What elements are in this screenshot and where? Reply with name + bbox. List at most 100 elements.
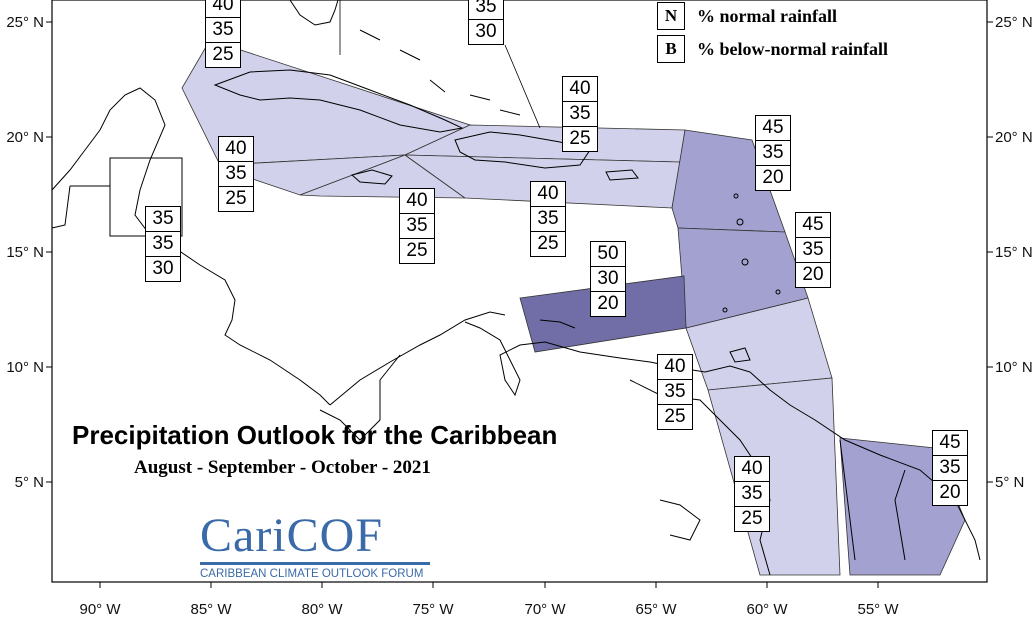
lon-label: 75° W xyxy=(412,601,454,618)
coast-colombia-west xyxy=(319,354,401,441)
prob-above: 45 xyxy=(802,214,824,235)
prob-normal: 35 xyxy=(400,213,434,238)
lat-label-right: 25° N xyxy=(995,14,1033,31)
prob-box-abc: 50 30 20 xyxy=(590,241,626,317)
coast-hispaniola xyxy=(454,131,591,169)
prob-normal: 35 xyxy=(563,101,597,126)
lon-label: 70° W xyxy=(524,601,566,618)
lat-label-right: 20° N xyxy=(995,129,1033,146)
coast-puerto-rico xyxy=(605,169,639,181)
lat-ticks-left xyxy=(46,21,52,483)
prob-above: 45 xyxy=(939,432,961,453)
prob-above: 40 xyxy=(406,190,428,211)
prob-box-trinidad: 40 35 25 xyxy=(657,354,693,430)
border-suriname-guiana xyxy=(894,469,906,561)
prob-below: 20 xyxy=(796,262,830,287)
coast-central-america xyxy=(51,87,331,406)
coast-florida xyxy=(289,0,339,26)
prob-below: 30 xyxy=(146,256,180,281)
logo-rule xyxy=(200,562,430,565)
lat-label-right: 5° N xyxy=(995,474,1024,491)
prob-normal: 35 xyxy=(219,161,253,186)
island-guadeloupe xyxy=(736,218,744,226)
leader-bahamas-east xyxy=(504,44,541,129)
coast-jamaica xyxy=(350,169,393,185)
lon-label: 80° W xyxy=(301,601,343,618)
prob-above: 45 xyxy=(762,117,784,138)
prob-below: 25 xyxy=(658,404,692,429)
lat-ticks-right xyxy=(987,21,993,483)
prob-normal: 35 xyxy=(658,379,692,404)
prob-below: 20 xyxy=(756,165,790,190)
island-antigua xyxy=(733,193,739,199)
prob-above: 40 xyxy=(212,0,234,15)
coast-guianas xyxy=(749,371,981,561)
prob-below: 25 xyxy=(735,506,769,531)
leader-lines xyxy=(339,0,541,129)
prob-box-hispaniola-north: 40 35 25 xyxy=(562,76,598,152)
prob-normal: 35 xyxy=(146,231,180,256)
belize-border xyxy=(51,185,110,229)
prob-normal: 35 xyxy=(475,0,497,17)
prob-above: 40 xyxy=(569,78,591,99)
island-barbados xyxy=(775,289,781,295)
lat-label-left: 15° N xyxy=(6,244,44,261)
map-subtitle: August - September - October - 2021 xyxy=(134,457,431,478)
prob-box-bahamas-east: 35 30 xyxy=(468,0,504,45)
lon-ticks xyxy=(99,582,879,588)
lat-label-left: 5° N xyxy=(15,474,44,491)
prob-box-jamaica: 40 35 25 xyxy=(399,188,435,264)
prob-box-cuba: 40 35 25 xyxy=(218,136,254,212)
legend-key-n: N xyxy=(657,2,685,30)
lon-label: 60° W xyxy=(746,601,788,618)
legend-below: B % below-normal rainfall xyxy=(657,35,888,63)
coast-ecuador xyxy=(659,499,701,541)
prob-box-hispaniola-south: 40 35 25 xyxy=(530,181,566,257)
prob-box-guyana: 40 35 25 xyxy=(734,456,770,532)
prob-below: 25 xyxy=(563,126,597,151)
prob-above: 40 xyxy=(225,138,247,159)
prob-above: 35 xyxy=(152,208,174,229)
prob-below: 25 xyxy=(219,186,253,211)
prob-box-bahamas-west: 40 35 25 xyxy=(205,0,241,68)
lat-label-left: 20° N xyxy=(6,129,44,146)
prob-normal: 35 xyxy=(735,481,769,506)
islands-bahamas xyxy=(359,29,521,116)
island-grenada xyxy=(722,307,728,313)
prob-box-leeward: 45 35 20 xyxy=(755,115,791,191)
prob-above: 40 xyxy=(537,183,559,204)
prob-normal: 30 xyxy=(591,266,625,291)
prob-below: 30 xyxy=(469,19,503,44)
prob-below: 20 xyxy=(933,480,967,505)
lat-label-left: 25° N xyxy=(6,14,44,31)
lat-label-right: 10° N xyxy=(995,359,1033,376)
prob-normal: 35 xyxy=(756,140,790,165)
logo-tagline: CARIBBEAN CLIMATE OUTLOOK FORUM xyxy=(200,568,424,580)
map-title: Precipitation Outlook for the Caribbean xyxy=(72,420,558,450)
legend-label-below: % below-normal rainfall xyxy=(697,38,888,59)
lat-label-right: 15° N xyxy=(995,244,1033,261)
lon-label: 85° W xyxy=(190,601,232,618)
legend-normal: N % normal rainfall xyxy=(657,2,837,30)
caricof-logo: CariCOF CARIBBEAN CLIMATE OUTLOOK FORUM xyxy=(200,512,436,580)
prob-below: 20 xyxy=(591,291,625,316)
prob-normal: 35 xyxy=(531,206,565,231)
legend-label-normal: % normal rainfall xyxy=(697,5,837,26)
island-martinique xyxy=(741,258,749,266)
prob-above: 50 xyxy=(597,243,619,264)
coast-panama xyxy=(329,311,506,406)
lon-label: 90° W xyxy=(79,601,121,618)
prob-below: 25 xyxy=(400,238,434,263)
lon-label: 55° W xyxy=(857,601,899,618)
prob-box-windward: 45 35 20 xyxy=(795,212,831,288)
lat-label-left: 10° N xyxy=(6,359,44,376)
prob-box-belize: 35 35 30 xyxy=(145,206,181,282)
prob-normal: 35 xyxy=(933,455,967,480)
legend-key-b: B xyxy=(657,35,685,63)
logo-wordmark: CariCOF xyxy=(200,509,384,562)
island-trinidad xyxy=(729,347,751,363)
prob-normal: 35 xyxy=(206,17,240,42)
prob-box-suriname-guiana: 45 35 20 xyxy=(932,430,968,506)
prob-below: 25 xyxy=(206,42,240,67)
